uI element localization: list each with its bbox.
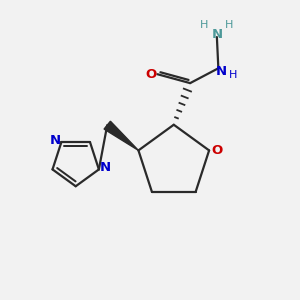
Text: N: N — [49, 134, 60, 147]
Text: O: O — [145, 68, 157, 81]
Text: N: N — [211, 28, 222, 41]
Text: O: O — [212, 144, 223, 157]
Polygon shape — [104, 121, 138, 150]
Text: N: N — [99, 160, 110, 173]
Text: H: H — [225, 20, 233, 30]
Text: N: N — [216, 65, 227, 78]
Text: H: H — [200, 20, 208, 30]
Text: H: H — [228, 70, 237, 80]
